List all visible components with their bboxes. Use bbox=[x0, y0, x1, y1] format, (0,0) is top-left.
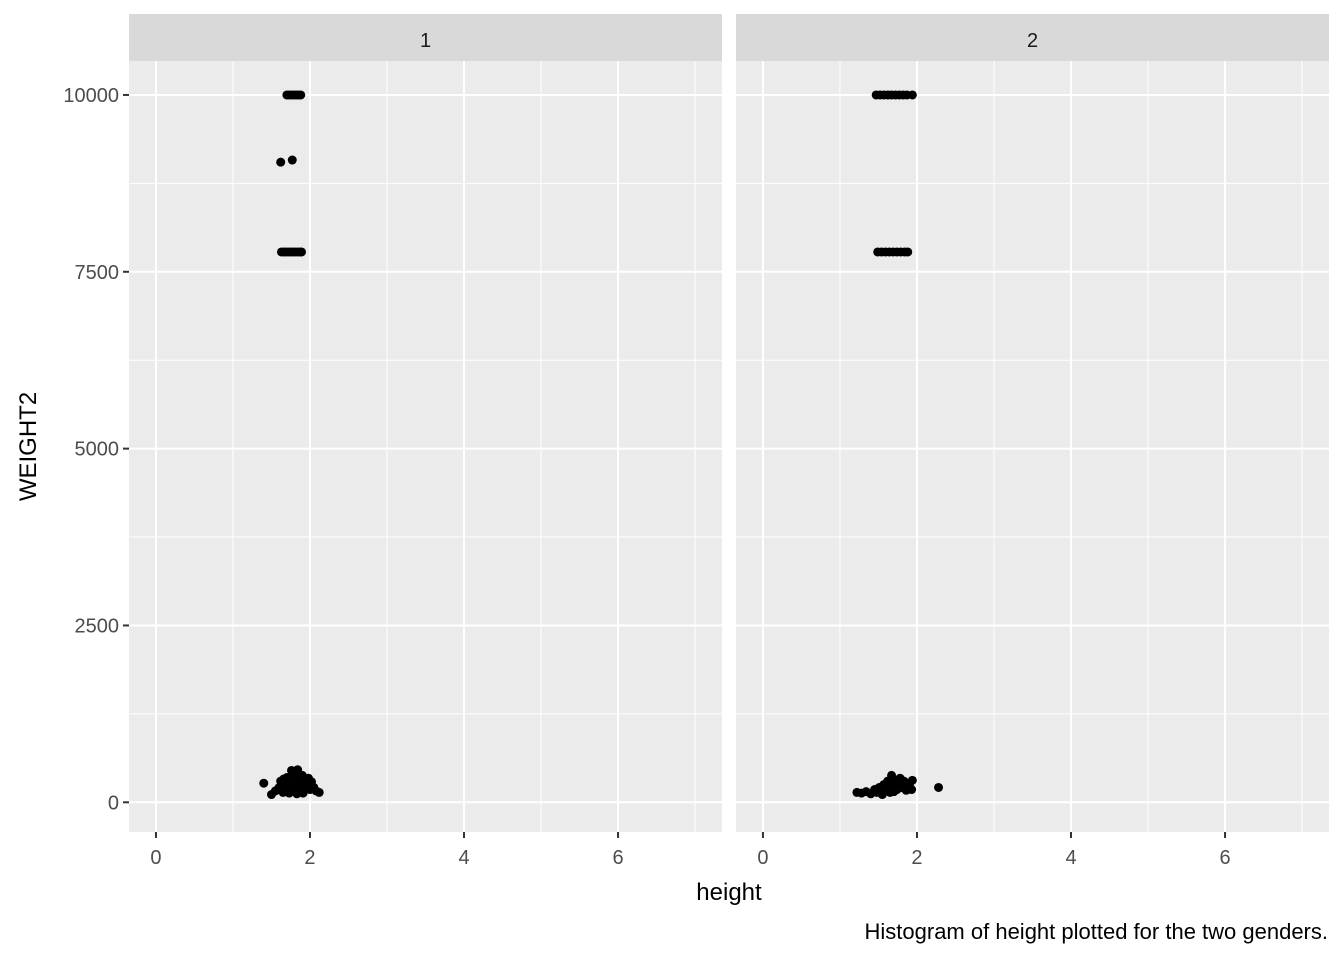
facet-1-data-point bbox=[293, 773, 303, 783]
y-tick-label: 5000 bbox=[75, 439, 120, 461]
facet-1-data-point bbox=[287, 155, 297, 165]
y-tick-label: 0 bbox=[108, 792, 119, 814]
facet-2-data-point bbox=[907, 90, 917, 100]
facet-2-data-point bbox=[883, 781, 893, 791]
facet-1-data-point bbox=[296, 90, 306, 100]
facet-1-strip bbox=[129, 14, 722, 61]
facet-2-data-point bbox=[907, 785, 917, 795]
facet-2-data-point bbox=[895, 773, 905, 783]
facet-1-data-point bbox=[259, 778, 269, 788]
facet-2-x-tick-label: 0 bbox=[757, 847, 768, 869]
chart-caption: Histogram of height plotted for the two … bbox=[865, 919, 1328, 944]
facet-1-data-point bbox=[273, 785, 283, 795]
facet-1-data-point bbox=[276, 157, 286, 167]
y-tick-label: 10000 bbox=[63, 85, 119, 107]
facet-1-panel-background bbox=[129, 61, 722, 832]
facet-2-strip-label: 2 bbox=[1027, 30, 1038, 52]
facet-2-x-tick-label: 6 bbox=[1219, 847, 1230, 869]
y-tick-label: 7500 bbox=[75, 262, 120, 284]
facet-2-x-tick-label: 4 bbox=[1065, 847, 1076, 869]
facet-1-data-point bbox=[286, 765, 296, 775]
facet-1-data-point bbox=[314, 787, 324, 797]
facet-1-data-point bbox=[303, 783, 313, 793]
facet-2-data-point bbox=[889, 787, 899, 797]
facet-1-data-point bbox=[292, 789, 302, 799]
y-axis-title: WEIGHT2 bbox=[15, 392, 42, 501]
facet-1-data-point bbox=[297, 247, 307, 257]
facet-2-data-point bbox=[877, 790, 887, 800]
facet-1-x-tick-label: 6 bbox=[612, 847, 623, 869]
facet-1-x-tick-label: 0 bbox=[150, 847, 161, 869]
x-axis-title: height bbox=[696, 879, 762, 906]
facet-2-panel-background bbox=[736, 61, 1329, 832]
facet-1-x-tick-label: 2 bbox=[304, 847, 315, 869]
facet-1-x-tick-label: 4 bbox=[458, 847, 469, 869]
facet-2-data-point bbox=[907, 775, 917, 785]
y-tick-label: 2500 bbox=[75, 615, 120, 637]
facet-2-data-point bbox=[934, 782, 944, 792]
facet-2-strip bbox=[736, 14, 1329, 61]
facet-2-data-point bbox=[903, 247, 913, 257]
facet-1-data-point bbox=[279, 774, 289, 784]
facet-1-strip-label: 1 bbox=[420, 30, 431, 52]
facet-2-x-tick-label: 2 bbox=[911, 847, 922, 869]
